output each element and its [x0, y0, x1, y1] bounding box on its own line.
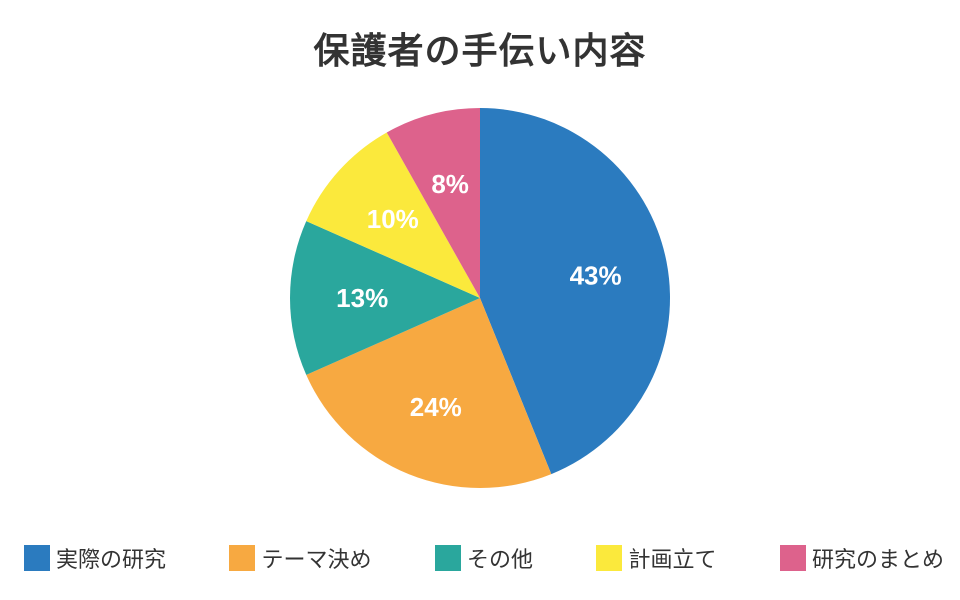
legend-swatch [779, 545, 806, 571]
legend-item-planning: 計画立て [596, 542, 716, 574]
legend-item-research: 実際の研究 [24, 542, 166, 574]
legend-swatch [596, 545, 623, 571]
legend-label: 計画立て [628, 548, 717, 573]
legend-item-summary: 研究のまとめ [779, 542, 944, 574]
legend-label: テーマ決め [261, 548, 372, 573]
legend-label: 実際の研究 [56, 548, 167, 573]
legend-swatch [229, 545, 256, 571]
legend: 実際の研究 テーマ決め その他 計画立て 研究のまとめ [24, 538, 944, 578]
pie-slice-1 [480, 108, 671, 475]
legend-swatch [24, 545, 50, 571]
pie-slice-5 [386, 108, 480, 298]
pie-value-label: 13% [336, 283, 388, 313]
pie-slice-4 [306, 132, 480, 298]
pie-slices [290, 108, 671, 489]
legend-item-theme: テーマ決め [229, 542, 372, 574]
pie-slice-3 [290, 221, 480, 375]
pie-value-label: 43% [570, 260, 622, 290]
chart-title: 保護者の手伝い内容 [313, 31, 647, 72]
legend-swatch [434, 545, 461, 571]
pie-value-label: 10% [367, 204, 419, 234]
pie-value-label: 8% [431, 169, 469, 199]
pie-value-label: 24% [410, 392, 462, 422]
legend-label: 研究のまとめ [811, 548, 944, 573]
legend-item-other: その他 [434, 542, 533, 574]
legend-label: その他 [466, 548, 533, 573]
pie-slice-2 [306, 298, 552, 489]
pie-value-labels: 43% 24% 13% 10% 8% [336, 169, 621, 422]
